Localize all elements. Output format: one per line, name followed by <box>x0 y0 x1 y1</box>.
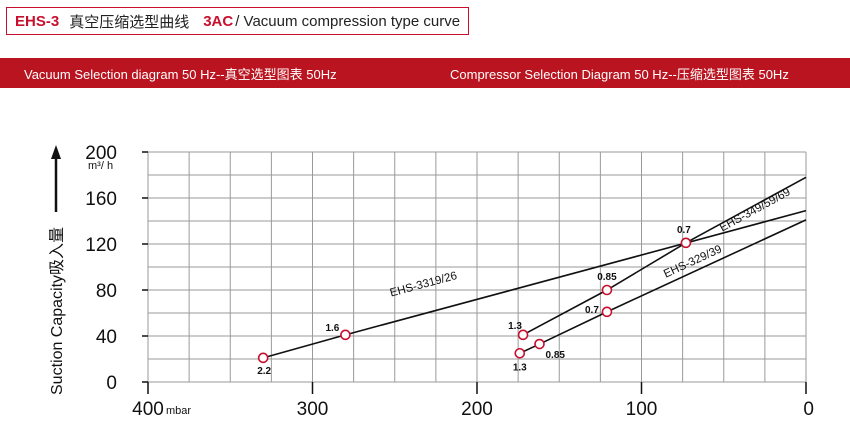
chart-grid <box>147 151 807 383</box>
data-point-label: 0.85 <box>546 350 566 361</box>
x-tick-label: 200 <box>461 399 493 420</box>
data-point-label: 2.2 <box>257 366 271 377</box>
series-name-label: EHS-3319/26 <box>389 270 459 300</box>
y-axis-arrow-head <box>51 145 61 159</box>
title-chinese: 真空压缩选型曲线 <box>69 13 190 31</box>
data-point-label: 1.3 <box>513 362 527 373</box>
data-point-label: 0.7 <box>585 305 599 316</box>
y-axis-label: Suction Capacity吸入量 <box>49 227 66 395</box>
series-line <box>522 176 807 336</box>
x-tick-label: 300 <box>297 399 329 420</box>
series-name-label: EHS-349/59/69 <box>718 186 793 234</box>
y-tick-label: 0 <box>106 373 117 394</box>
y-tick-label: 40 <box>96 327 117 348</box>
y-tick-label: 120 <box>85 235 117 256</box>
series-line <box>519 219 807 354</box>
chart-axes <box>142 151 807 394</box>
x-unit-label: mbar <box>166 405 191 417</box>
data-point-label: 1.6 <box>325 323 339 334</box>
data-point-marker <box>680 237 692 249</box>
model-name: EHS-3 <box>15 12 60 30</box>
y-unit-label: m³/ h <box>88 160 113 172</box>
data-point-label: 0.85 <box>597 272 617 283</box>
y-tick-label: 200 <box>85 143 117 164</box>
voltage-code: 3AC <box>203 12 234 30</box>
data-point-marker <box>340 329 351 341</box>
data-point-marker <box>601 306 613 318</box>
data-point-marker <box>514 347 526 359</box>
chart-series <box>257 176 807 364</box>
data-point-marker <box>601 284 613 296</box>
data-point-marker <box>517 329 529 341</box>
title-english: / Vacuum compression type curve <box>235 12 461 30</box>
data-point-label: 1.3 <box>508 321 522 332</box>
x-tick-label: 0 <box>803 399 814 420</box>
data-point-label: 0.7 <box>677 225 691 236</box>
data-point-marker <box>534 338 545 350</box>
banner-compressor-label: Compressor Selection Diagram 50 Hz--压缩选型… <box>450 66 789 82</box>
data-point-marker <box>257 352 269 364</box>
diagram-title: EHS-3 真空压缩选型曲线 3AC / Vacuum compression … <box>6 7 470 35</box>
chart-labels: 0 40 80 120 160 200 400 300 200 100 0 mbar m³/ h Suct… <box>49 143 814 420</box>
y-tick-label: 80 <box>96 281 117 302</box>
y-tick-label: 160 <box>85 189 117 210</box>
section-banner: Vacuum Selection diagram 50 Hz--真空选型图表 5… <box>0 58 850 88</box>
banner-vacuum-label: Vacuum Selection diagram 50 Hz--真空选型图表 5… <box>24 66 337 82</box>
y-axis-arrow <box>51 145 61 212</box>
x-tick-label: 400 <box>132 399 164 420</box>
x-tick-label: 100 <box>626 399 658 420</box>
